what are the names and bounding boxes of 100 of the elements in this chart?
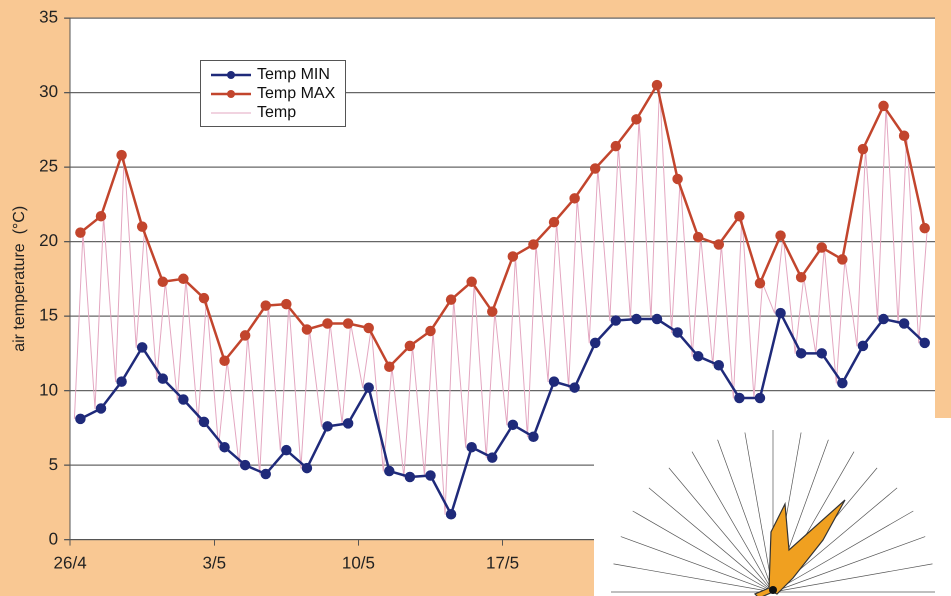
point [281,298,292,310]
point [281,444,292,456]
point [775,308,786,318]
point [342,318,354,329]
y-tick-label: 15 [39,306,58,325]
point [858,340,868,352]
point [898,130,910,141]
point [75,414,86,424]
point [816,242,827,253]
point [796,272,806,283]
point [548,216,560,228]
point [878,100,889,112]
point [631,114,642,125]
point [508,420,518,430]
point [631,314,642,324]
point [487,306,498,317]
point [610,315,622,326]
point [198,416,210,428]
point [96,403,106,414]
point [714,360,724,370]
point [610,140,622,152]
point [754,392,766,404]
y-axis-title: air temperature (°C) [11,206,28,352]
point [796,348,806,359]
point [178,394,189,405]
point [116,150,127,160]
point [466,442,477,452]
point [692,232,704,242]
point [446,509,456,520]
y-tick-label: 10 [39,380,58,400]
point [528,239,539,250]
point [404,472,416,482]
point [322,421,333,432]
x-tick-label: 10/5 [342,553,375,572]
point [734,210,745,222]
point [302,324,312,335]
point [260,468,271,480]
point [322,318,333,329]
point [714,239,724,250]
point [754,278,766,289]
point [508,251,518,262]
legend-label: Temp MIN [257,66,330,84]
point [898,318,910,329]
point [363,322,374,334]
point [363,382,374,393]
point [75,227,86,238]
point [136,342,148,353]
y-tick-label: 5 [48,454,58,474]
point [260,300,271,311]
point [158,373,168,384]
x-tick-label: 26/4 [54,553,87,572]
point [652,314,662,324]
point [548,376,560,387]
point [590,338,600,348]
point [198,292,210,304]
y-tick-label: 0 [48,529,58,548]
y-tick-label: 35 [39,8,58,27]
point [569,193,580,204]
point [878,314,889,324]
point [652,80,662,90]
y-tick-label: 20 [39,231,58,250]
x-tick-label: 3/5 [202,553,226,572]
point [240,460,250,470]
point [528,432,539,442]
point [384,361,395,372]
point [734,392,745,404]
point [96,210,106,222]
point [404,340,416,352]
x-tick-label: 17/5 [486,553,520,572]
point [446,294,456,305]
point [425,470,436,481]
point [672,174,683,184]
point [858,144,868,154]
point [178,274,189,284]
point [837,378,848,388]
point [672,327,683,338]
point [219,356,230,366]
y-tick-label: 30 [39,82,58,102]
point [219,442,230,452]
point [425,326,436,336]
y-tick-label: 25 [39,156,58,176]
legend-label: Temp MAX [257,84,336,102]
point [775,230,786,241]
point [837,254,848,265]
point [136,221,148,232]
point [919,338,930,348]
point [692,351,704,362]
point [487,452,498,463]
point [569,382,580,393]
legend-label: Temp [257,104,296,122]
point [116,376,127,387]
point [466,276,477,288]
point [816,348,827,359]
point [919,222,930,234]
point [158,276,168,288]
point [384,466,395,476]
point [240,330,250,341]
point [302,462,312,474]
point [342,418,354,429]
point [590,163,600,174]
